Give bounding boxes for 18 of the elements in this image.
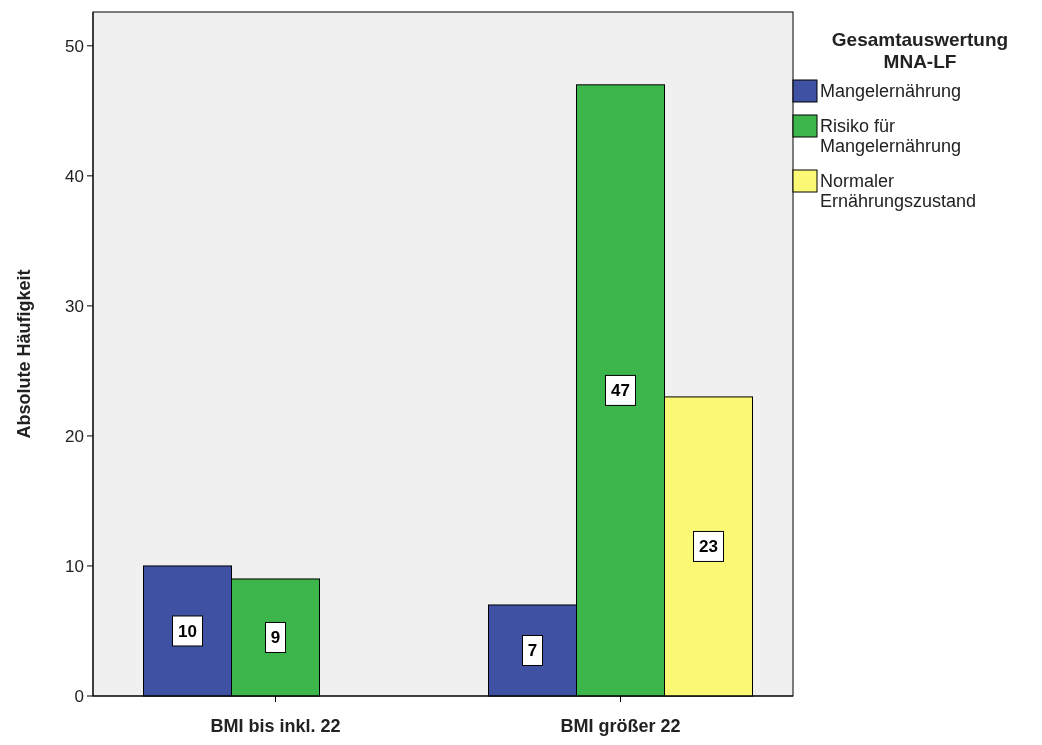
data-label: 7 [527, 641, 538, 661]
y-tick-label: 40 [65, 166, 84, 186]
legend-label: Risiko für Mangelernährung [820, 116, 962, 156]
x-tick-label: BMI größer 22 [560, 716, 681, 736]
legend-label: Normaler Ernährungszustand [820, 171, 977, 211]
data-label: 47 [611, 381, 630, 401]
legend-label: Mangelernährung [820, 81, 962, 101]
y-tick-label: 50 [65, 36, 84, 56]
y-tick-label: 20 [65, 426, 84, 446]
y-axis-title: Absolute Häufigkeit [14, 269, 34, 439]
data-label: 9 [270, 628, 281, 648]
y-tick-label: 30 [65, 296, 84, 316]
legend-title: Gesamtauswertung MNA-LF [831, 29, 1009, 72]
data-label: 10 [178, 621, 197, 641]
data-label: 23 [699, 537, 718, 557]
y-tick-label: 0 [74, 687, 84, 706]
x-tick-label: BMI bis inkl. 22 [210, 716, 341, 736]
y-tick-label: 10 [65, 556, 84, 576]
